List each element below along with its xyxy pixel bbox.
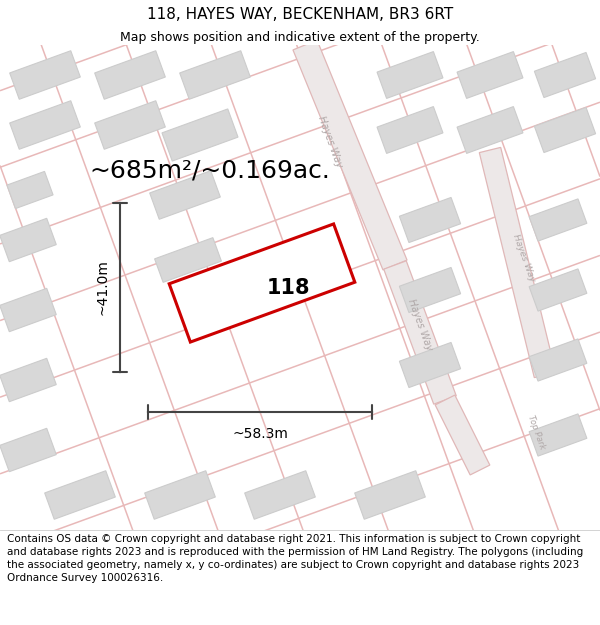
Polygon shape	[7, 171, 53, 209]
Polygon shape	[377, 52, 443, 98]
Polygon shape	[400, 198, 461, 242]
Polygon shape	[145, 471, 215, 519]
Polygon shape	[0, 288, 56, 332]
Polygon shape	[155, 238, 221, 282]
Text: Hayes Way: Hayes Way	[316, 115, 344, 169]
Text: Map shows position and indicative extent of the property.: Map shows position and indicative extent…	[120, 31, 480, 44]
Polygon shape	[0, 358, 56, 402]
Text: Contains OS data © Crown copyright and database right 2021. This information is : Contains OS data © Crown copyright and d…	[7, 534, 583, 583]
Polygon shape	[0, 428, 56, 472]
Text: ~41.0m: ~41.0m	[95, 259, 109, 316]
Polygon shape	[400, 268, 461, 312]
Polygon shape	[245, 471, 316, 519]
Polygon shape	[0, 218, 56, 262]
Polygon shape	[10, 51, 80, 99]
Polygon shape	[535, 52, 596, 98]
Text: Hayes Way: Hayes Way	[406, 298, 434, 352]
Polygon shape	[529, 339, 587, 381]
Polygon shape	[44, 471, 115, 519]
Polygon shape	[169, 224, 355, 342]
Polygon shape	[162, 109, 238, 161]
Polygon shape	[384, 261, 456, 404]
Text: 118, HAYES WAY, BECKENHAM, BR3 6RT: 118, HAYES WAY, BECKENHAM, BR3 6RT	[147, 7, 453, 22]
Polygon shape	[529, 414, 587, 456]
Text: Top Park: Top Park	[526, 414, 547, 451]
Polygon shape	[457, 52, 523, 98]
Polygon shape	[457, 107, 523, 153]
Polygon shape	[435, 395, 490, 475]
Polygon shape	[95, 101, 166, 149]
Polygon shape	[293, 40, 407, 270]
Polygon shape	[355, 471, 425, 519]
Text: ~685m²/~0.169ac.: ~685m²/~0.169ac.	[89, 158, 331, 182]
Polygon shape	[400, 342, 461, 388]
Text: Hayes Way: Hayes Way	[511, 233, 537, 283]
Polygon shape	[535, 107, 596, 152]
Text: ~58.3m: ~58.3m	[232, 427, 288, 441]
Polygon shape	[179, 51, 250, 99]
Polygon shape	[95, 51, 166, 99]
Polygon shape	[149, 171, 220, 219]
Text: 118: 118	[266, 278, 310, 298]
Polygon shape	[377, 107, 443, 153]
Polygon shape	[479, 148, 556, 378]
Polygon shape	[529, 199, 587, 241]
Polygon shape	[529, 269, 587, 311]
Polygon shape	[10, 101, 80, 149]
